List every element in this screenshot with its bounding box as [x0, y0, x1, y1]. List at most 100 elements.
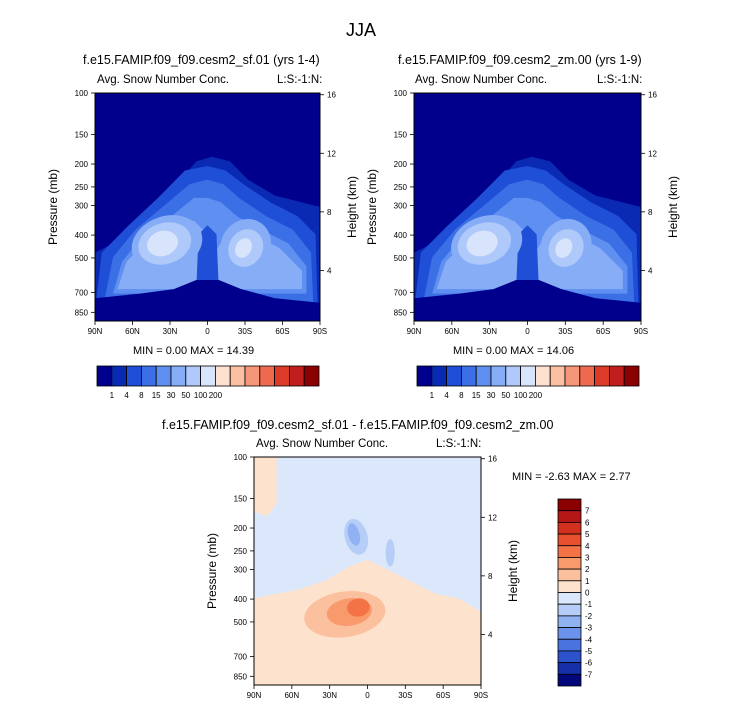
panel2-colorbar-box — [623, 365, 640, 387]
panel2-y2tick-label: 12 — [648, 149, 657, 158]
panel1-title: f.e15.FAMIP.f09_f09.cesm2_sf.01 (yrs 1-4… — [83, 53, 320, 67]
panel1-colorbar-box — [288, 365, 305, 387]
panel2-colorbar-box — [460, 365, 477, 387]
panel3-contour-band — [347, 598, 370, 617]
panel1-colorbar-label: 8 — [139, 391, 144, 400]
panel2-colorbar-box — [579, 365, 595, 387]
panel1-y2tick-label: 4 — [327, 266, 332, 275]
panel3-contour-band — [347, 523, 361, 546]
panel3-colorbar-box — [557, 510, 582, 523]
panel3-colorbar-box — [557, 592, 582, 605]
panel2-colorbar-box — [490, 365, 507, 387]
panel3-ytick-label: 250 — [234, 547, 248, 556]
panel1-colorbar-label: 4 — [124, 391, 129, 400]
panel2-colorbar-box — [446, 365, 462, 387]
panel2-ytick-label: 850 — [394, 308, 408, 317]
panel2-colorbar-label: 4 — [444, 391, 449, 400]
panel1-ytick-label: 700 — [75, 288, 89, 297]
panel3-xtick-label: 30N — [322, 691, 337, 700]
panel2-ytick-label: 100 — [394, 89, 408, 98]
panel1-ytick-label: 500 — [75, 254, 89, 263]
panel1-colorbar-box — [229, 365, 246, 387]
panel3-colorbar-label: 6 — [585, 518, 590, 527]
panel3-colorbar-label: 2 — [585, 565, 590, 574]
panel2-ytick-label: 300 — [394, 202, 408, 211]
panel3-colorbar-box — [557, 580, 582, 593]
panel3-title: f.e15.FAMIP.f09_f09.cesm2_sf.01 - f.e15.… — [162, 418, 554, 432]
panel3-y2tick-label: 8 — [488, 572, 493, 581]
panel1-colorbar-box — [185, 365, 202, 387]
panel1-variable-label: Avg. Snow Number Conc. — [97, 74, 230, 86]
panel1-ylabel: Pressure (mb) — [46, 169, 60, 245]
panel2-colorbar-box — [505, 365, 521, 387]
panel3-xtick-label: 30S — [398, 691, 412, 700]
panel1-y2tick-label: 12 — [327, 149, 336, 158]
panel1-colorbar-box — [155, 365, 172, 387]
panel2-ytick-label: 250 — [394, 183, 408, 192]
panel1-stats: MIN = 0.00 MAX = 14.39 — [133, 345, 255, 357]
panel3-colorbar-label: -4 — [585, 635, 593, 644]
panel3-ytick-label: 100 — [234, 453, 248, 462]
panel1-ytick-label: 400 — [75, 231, 89, 240]
panel1-y2tick-label: 16 — [327, 91, 336, 100]
panel3-colorbar-label: -5 — [585, 647, 593, 656]
panel1-colorbar-label: 30 — [167, 391, 176, 400]
panel2-colorbar-box — [416, 365, 433, 387]
panel2-colorbar-label: 30 — [487, 391, 496, 400]
panel2-colorbar-box — [520, 365, 536, 387]
panel2-colorbar-box — [549, 365, 566, 387]
panel1-colorbar-box — [274, 365, 290, 387]
panel2-y2tick-label: 4 — [648, 266, 653, 275]
panel1-colorbar-box — [244, 365, 261, 387]
panel2-contour-band — [466, 230, 498, 257]
figure-title: JJA — [346, 20, 377, 40]
panel2-title: f.e15.FAMIP.f09_f09.cesm2_zm.00 (yrs 1-9… — [398, 53, 642, 67]
panel1-colorbar-box — [126, 365, 142, 387]
panel3-colorbar-box — [557, 638, 582, 652]
panel1-contour-band — [235, 238, 252, 258]
panel2-ytick-label: 150 — [394, 131, 408, 140]
panel2-ylabel: Pressure (mb) — [365, 169, 379, 245]
panel3-colorbar-label: -7 — [585, 670, 593, 679]
panel1-xtick-label: 0 — [205, 327, 210, 336]
panel1-xtick-label: 90N — [88, 327, 103, 336]
panel3-xtick-label: 60N — [284, 691, 299, 700]
panel3-colorbar-label: -1 — [585, 600, 593, 609]
panel3-y2tick-label: 4 — [488, 630, 493, 639]
panel2-xtick-label: 60N — [444, 327, 459, 336]
panel2-y2tick-label: 8 — [648, 208, 653, 217]
panel3-contour-band — [254, 457, 277, 517]
panel3-ytick-label: 200 — [234, 524, 248, 533]
panel3-colorbar-label: 7 — [585, 507, 590, 516]
panel3-colorbar-box — [557, 615, 582, 628]
panel3-colorbar-label: 5 — [585, 530, 590, 539]
panel2-xtick-label: 30N — [482, 327, 497, 336]
panel1-colorbar-label: 50 — [181, 391, 190, 400]
panel3-colorbar-label: 3 — [585, 553, 590, 562]
panel1-y2label: Height (km) — [345, 176, 359, 238]
panel2-colorbar-label: 8 — [459, 391, 464, 400]
panel1-colorbar-label: 200 — [209, 391, 223, 400]
panel2-ytick-label: 200 — [394, 160, 408, 169]
panel2-colorbar-box — [594, 365, 610, 387]
panel1-ytick-label: 300 — [75, 202, 89, 211]
panel1-xtick-label: 30N — [163, 327, 178, 336]
panel2-level-label: L:S:-1:N: — [597, 74, 643, 86]
panel3-colorbar-label: 0 — [585, 589, 590, 598]
panel3-colorbar-box — [557, 603, 582, 617]
panel2-xtick-label: 90N — [407, 327, 422, 336]
panel1-xtick-label: 90S — [313, 327, 327, 336]
panel3-level-label: L:S:-1:N: — [436, 438, 482, 450]
panel1-colorbar-box — [140, 365, 157, 387]
panel1-surface-mask — [95, 280, 320, 321]
panel3-contour-band — [385, 539, 395, 567]
panel3-colorbar-box — [557, 673, 582, 687]
panel1-colorbar-box — [259, 365, 275, 387]
panel1-ytick-label: 200 — [75, 160, 89, 169]
panel2-colorbar-box — [535, 365, 551, 387]
panel1-colorbar-box — [303, 365, 320, 387]
panel2-surface-mask — [414, 280, 641, 321]
panel2-ytick-label: 500 — [394, 254, 408, 263]
panel3-colorbar-box — [557, 650, 582, 664]
